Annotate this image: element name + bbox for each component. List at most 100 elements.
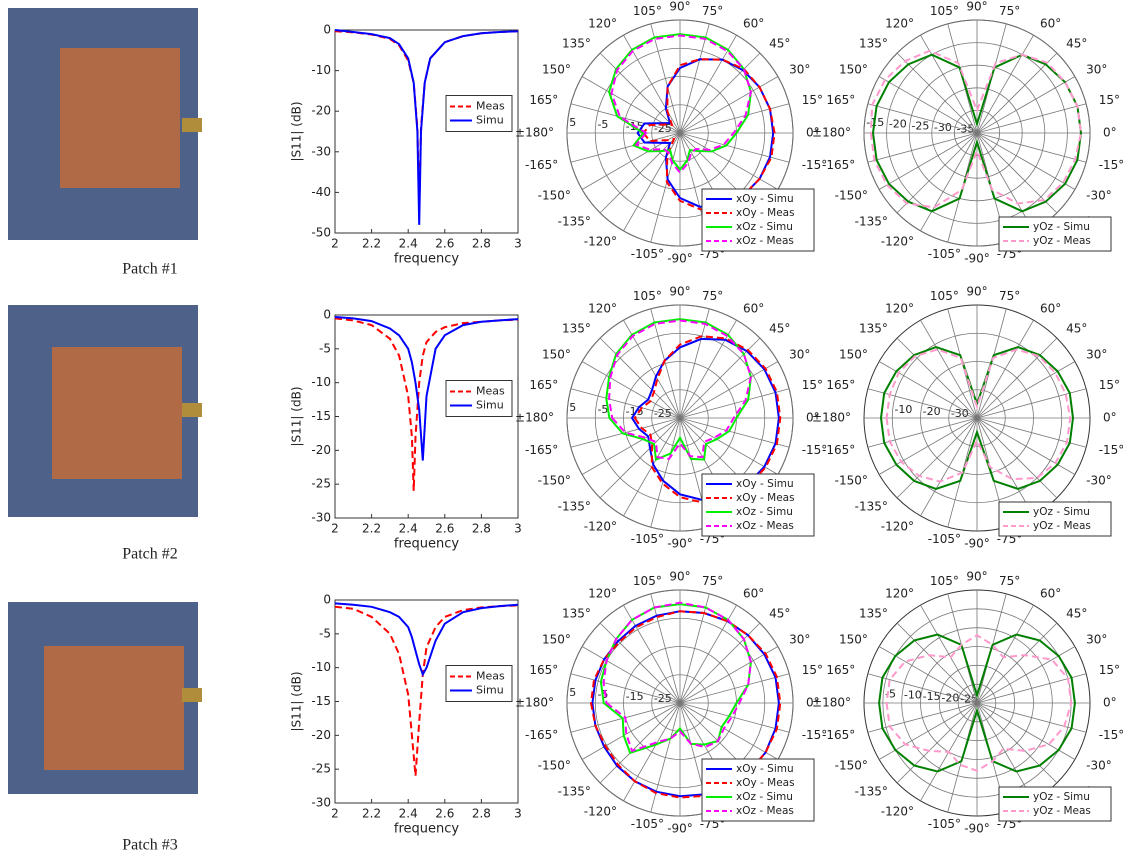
theta-tick-label: -15° <box>802 728 828 742</box>
theta-tick-label: 15° <box>1099 378 1120 392</box>
polar-spoke <box>976 702 1058 784</box>
theta-tick-label: 60° <box>1040 586 1061 600</box>
theta-tick-label: 15° <box>1099 93 1120 107</box>
theta-tick-label: 75° <box>702 289 723 303</box>
polar-spoke <box>581 646 681 704</box>
polar-spoke <box>976 103 1087 134</box>
r-tick-label: -15 <box>626 690 644 703</box>
theta-tick-label: 0° <box>806 411 820 425</box>
theta-tick-label: 120° <box>885 586 914 600</box>
polar-series <box>633 335 782 504</box>
legend-box <box>998 501 1112 537</box>
polar-spoke <box>679 622 761 704</box>
theta-tick-label: 75° <box>702 574 723 588</box>
theta-tick-label: -135° <box>855 500 888 514</box>
theta-tick-label: -105° <box>631 817 664 831</box>
photo-caption: Patch #1 <box>122 261 178 278</box>
polar-spoke <box>623 702 681 802</box>
theta-tick-label: -90° <box>964 537 990 551</box>
line-series <box>334 316 519 461</box>
theta-tick-label: -135° <box>855 215 888 229</box>
legend-label: xOz - Meas <box>736 805 794 817</box>
y-tick-label: -30 <box>311 511 331 525</box>
theta-tick-label: 60° <box>743 301 764 315</box>
x-axis-label: frequency <box>394 252 460 267</box>
polar-spoke <box>976 702 1087 733</box>
theta-tick-label: 30° <box>1086 63 1107 77</box>
polar-spoke <box>581 417 681 475</box>
theta-tick-label: 135° <box>562 606 591 620</box>
theta-tick-label: 150° <box>839 633 868 647</box>
legend-label: Simu <box>476 114 504 127</box>
theta-tick-label: 120° <box>588 301 617 315</box>
theta-tick-label: -165° <box>525 158 558 172</box>
r-tick-label: -5 <box>597 403 608 416</box>
polar-spoke <box>976 132 1087 163</box>
polar-spoke <box>976 604 1034 704</box>
y-tick-label: -15 <box>311 409 331 423</box>
polar-series <box>602 601 752 753</box>
r-tick-label: 5 <box>569 116 576 129</box>
x-tick-label: 2.6 <box>435 522 454 536</box>
y-tick-label: -30 <box>311 796 331 810</box>
polar-series <box>589 610 782 799</box>
r-tick-label: -5 <box>597 118 608 131</box>
polar-spoke <box>570 132 681 163</box>
polar-spoke <box>679 702 779 760</box>
theta-tick-label: 0° <box>1103 696 1117 710</box>
legend-label: yOz - Simu <box>1033 506 1090 518</box>
polar-spoke <box>599 702 681 784</box>
polar-spoke <box>976 319 1034 419</box>
theta-tick-label: -30° <box>1086 474 1112 488</box>
legend-box <box>445 95 513 132</box>
x-axis-label: frequency <box>394 822 460 837</box>
polar-spoke <box>679 646 779 704</box>
x-tick-label: 2.4 <box>399 237 418 251</box>
r-tick-label: 5 <box>569 686 576 699</box>
polar-series <box>885 634 1073 772</box>
x-tick-label: 2 <box>331 807 339 821</box>
theta-tick-label: -90° <box>964 252 990 266</box>
theta-tick-label: 45° <box>1066 36 1087 50</box>
theta-tick-label: -120° <box>881 805 914 819</box>
polar-spoke <box>679 417 779 475</box>
r-tick-label: -30 <box>934 121 952 134</box>
theta-tick-label: -15° <box>1099 158 1123 172</box>
polar-spoke <box>599 337 681 419</box>
theta-tick-label: 120° <box>588 16 617 30</box>
polar-spoke <box>570 673 681 704</box>
polar-spoke <box>976 337 1058 419</box>
polar-series <box>885 348 1072 483</box>
r-tick-label: -20 <box>889 118 907 131</box>
polar-spoke <box>623 604 681 704</box>
theta-tick-label: -165° <box>822 443 855 457</box>
r-tick-label: -20 <box>923 405 941 418</box>
theta-tick-label: 135° <box>562 321 591 335</box>
legend-label: xOy - Meas <box>736 207 795 219</box>
theta-tick-label: -120° <box>584 805 617 819</box>
y-axis-label: |S11| (dB) <box>290 387 304 447</box>
theta-tick-label: 60° <box>743 586 764 600</box>
polar-series <box>878 633 1076 773</box>
theta-tick-label: -90° <box>667 822 693 836</box>
polar-spoke <box>679 673 790 704</box>
theta-tick-label: 165° <box>826 378 855 392</box>
legend-label: xOz - Simu <box>736 791 793 803</box>
polar-spoke <box>976 132 1034 232</box>
polar-spoke <box>896 702 978 784</box>
theta-tick-label: -30° <box>1086 189 1112 203</box>
x-tick-label: 2.2 <box>362 807 381 821</box>
theta-tick-label: 0° <box>806 126 820 140</box>
polar-spoke <box>976 388 1087 419</box>
polar-spoke <box>896 417 978 499</box>
theta-tick-label: 60° <box>1040 16 1061 30</box>
theta-tick-label: -150° <box>835 759 868 773</box>
theta-tick-label: -150° <box>538 474 571 488</box>
theta-tick-label: 30° <box>789 633 810 647</box>
theta-tick-label: 60° <box>743 16 764 30</box>
theta-tick-label: -90° <box>667 537 693 551</box>
copper-patch <box>44 646 184 770</box>
theta-tick-label: 0° <box>1103 411 1117 425</box>
theta-tick-label: 30° <box>789 63 810 77</box>
